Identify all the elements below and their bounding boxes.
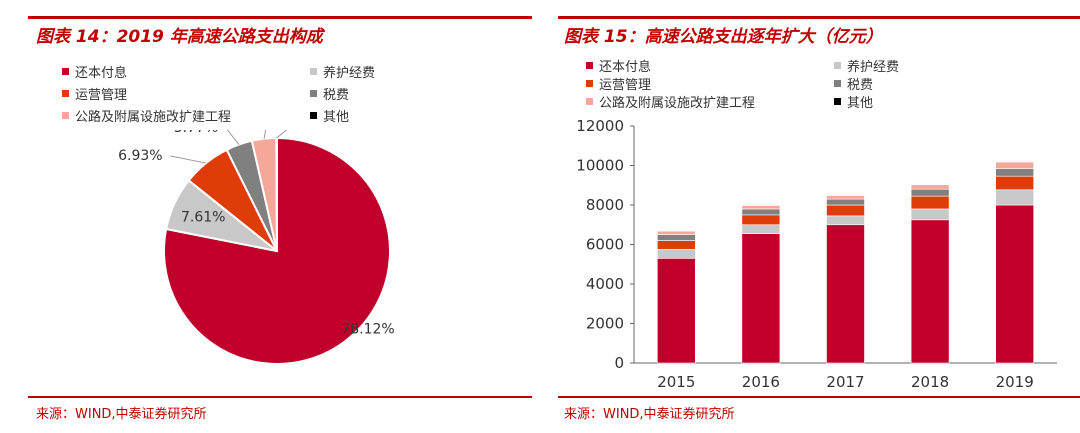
legend-label: 养护经费 [323, 66, 376, 81]
legend-item: 其他 [310, 106, 349, 125]
pie-data-label: 7.61% [181, 210, 225, 226]
legend-swatch [62, 90, 69, 97]
legend-item: 公路及附属设施改扩建工程 [62, 106, 231, 125]
legend-item: 公路及附属设施改扩建工程 [586, 92, 755, 111]
legend-item: 其他 [834, 92, 873, 111]
bar-segment [657, 234, 696, 241]
legend-label: 还本付息 [599, 60, 652, 75]
legend-swatch [586, 62, 593, 69]
title-rule [28, 16, 532, 19]
y-tick-label: 2000 [586, 315, 624, 333]
legend-label: 税费 [847, 78, 874, 93]
pie-data-label: 78.12% [341, 321, 394, 337]
legend-label: 公路及附属设施改扩建工程 [75, 110, 232, 125]
bar-segment [741, 233, 781, 364]
legend-swatch [834, 62, 841, 69]
bar-segment [910, 195, 950, 210]
legend-item: 税费 [834, 74, 873, 93]
y-tick-label: 4000 [586, 275, 624, 293]
bar-segment [826, 204, 865, 217]
x-tick-label: 2017 [826, 373, 864, 391]
legend-label: 税费 [323, 88, 350, 103]
legend-swatch [310, 68, 317, 75]
bar-segment [741, 204, 781, 206]
bar-segment [657, 230, 696, 232]
bar-chart-title: 图表 15：高速公路支出逐年扩大（亿元） [564, 27, 883, 47]
x-tick-label: 2016 [742, 373, 780, 391]
bar-segment [741, 224, 781, 234]
legend-label: 养护经费 [847, 60, 900, 75]
y-tick-label: 6000 [586, 236, 624, 254]
pie-leader-line [226, 130, 240, 145]
pie-source-note: 来源：WIND,中泰证券研究所 [36, 407, 207, 422]
y-tick-label: 10000 [576, 157, 624, 175]
legend-label: 还本付息 [75, 66, 128, 81]
legend-item: 养护经费 [834, 56, 899, 75]
x-tick-label: 2015 [657, 373, 695, 391]
bar-segment [910, 208, 950, 221]
bar-segment [826, 215, 865, 226]
pie-panel: 图表 14：2019 年高速公路支出构成 还本付息 养护经费运营管理 税费公路及附属… [0, 0, 532, 433]
bar-segment [910, 219, 950, 364]
bar-segment [657, 240, 696, 250]
x-tick-label: 2019 [996, 373, 1034, 391]
pie-data-label: 6.93% [118, 148, 162, 164]
legend-label: 运营管理 [599, 78, 652, 93]
bar-source-note: 来源：WIND,中泰证券研究所 [564, 407, 735, 422]
pie-chart-title: 图表 14：2019 年高速公路支出构成 [36, 27, 323, 47]
legend-swatch [62, 112, 69, 119]
legend-swatch [834, 80, 841, 87]
bar-segment [741, 214, 781, 226]
bar-segment [995, 161, 1035, 163]
y-tick-label: 0 [614, 354, 624, 372]
legend-label: 其他 [847, 96, 874, 111]
y-tick-label: 12000 [576, 117, 624, 135]
legend-item: 运营管理 [586, 74, 651, 93]
pie-leader-line [170, 155, 207, 164]
legend-item: 运营管理 [62, 84, 127, 103]
bar-segment [910, 183, 950, 186]
bar-segment [657, 249, 696, 259]
legend-label: 运营管理 [75, 88, 128, 103]
bar-segment [657, 258, 696, 364]
legend-swatch [586, 80, 593, 87]
pie-slice [275, 136, 278, 252]
bar-segment [910, 188, 950, 197]
legend-swatch [586, 98, 593, 105]
pie-data-label: 3.77% [174, 130, 218, 136]
bar-segment [995, 161, 1035, 169]
legend-item: 还本付息 [62, 62, 127, 81]
legend-item: 税费 [310, 84, 349, 103]
bar-legend: 还本付息 养护经费运营管理 税费公路及附属设施改扩建工程 其他 [586, 56, 1056, 120]
legend-swatch [310, 90, 317, 97]
bar-segment [826, 224, 865, 364]
x-tick-label: 2018 [911, 373, 949, 391]
bar-segment [826, 194, 865, 196]
legend-item: 养护经费 [310, 62, 375, 81]
bar-segment [741, 208, 781, 216]
legend-item: 还本付息 [586, 56, 651, 75]
legend-label: 其他 [323, 110, 350, 125]
y-tick-label: 8000 [586, 196, 624, 214]
pie-leader-line [276, 130, 288, 139]
stacked-bar-chart: 0 2000 4000 6000 8000 10000 12000 2015 2016 2017 2… [576, 117, 1057, 391]
legend-label: 公路及附属设施改扩建工程 [599, 96, 756, 111]
legend-swatch [62, 68, 69, 75]
bar-segment [995, 175, 1035, 191]
footer-rule [558, 396, 1080, 398]
pie-legend: 还本付息 养护经费运营管理 税费公路及附属设施改扩建工程 其他 [62, 62, 502, 132]
bar-segment [995, 168, 1035, 177]
bar-segment [995, 189, 1035, 206]
bar-panel: 图表 15：高速公路支出逐年扩大（亿元） 还本付息 养护经费运营管理 税费公路及附属… [552, 0, 1080, 433]
bar-segment [826, 198, 865, 206]
legend-swatch [310, 112, 317, 119]
legend-swatch [834, 98, 841, 105]
title-rule [558, 16, 1080, 19]
pie-chart: 78.12%7.61%6.93%3.77%3.48%0.09% [118, 130, 395, 365]
footer-rule [28, 396, 532, 398]
pie-leader-line [263, 130, 267, 139]
bar-segment [995, 204, 1035, 364]
